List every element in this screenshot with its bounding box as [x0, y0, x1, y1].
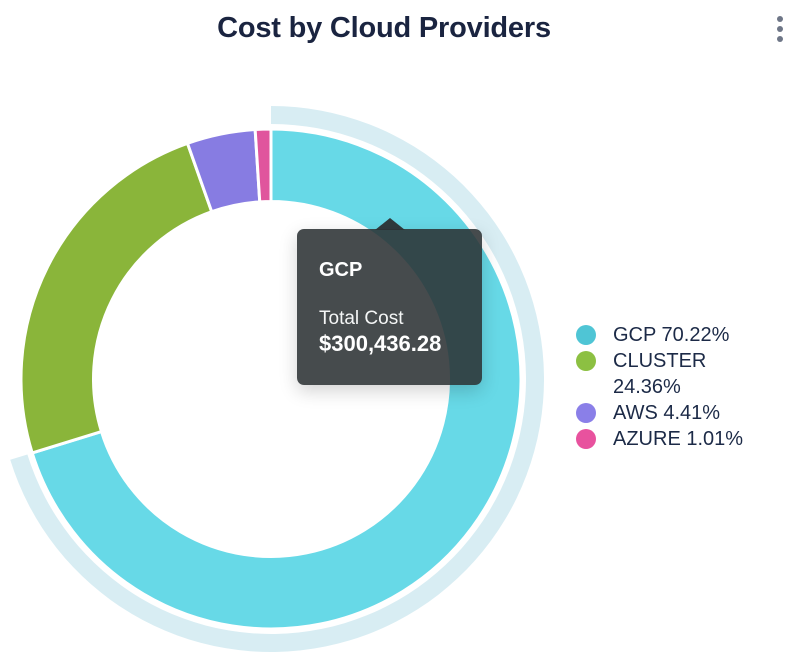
tooltip-series-name: GCP [319, 259, 363, 281]
chart-tooltip: GCP Total Cost $300,436.28 [297, 218, 482, 385]
chart-title: Cost by Cloud Providers [217, 12, 551, 44]
legend-label-cluster: CLUSTER 24.36% [613, 350, 707, 398]
legend-item-gcp[interactable]: GCP 70.22% [576, 322, 768, 348]
legend-label-aws: AWS 4.41% [613, 402, 721, 424]
slice-azure[interactable] [253, 127, 273, 204]
card-header: Cost by Cloud Providers [0, 0, 792, 60]
tooltip-metric-value: $300,436.28 [319, 331, 442, 356]
legend-item-azure[interactable]: AZURE 1.01% [576, 426, 768, 452]
tooltip-metric-label: Total Cost [319, 308, 404, 329]
legend-swatch-aws [576, 403, 596, 423]
slice-cluster[interactable] [19, 141, 214, 455]
legend-item-aws[interactable]: AWS 4.41% [576, 400, 768, 426]
legend-item-cluster[interactable]: CLUSTER 24.36% [576, 348, 768, 400]
legend-swatch-gcp [576, 325, 596, 345]
more-options-button[interactable] [768, 10, 792, 48]
legend-label-azure: AZURE 1.01% [613, 428, 744, 450]
legend-swatch-cluster [576, 351, 596, 371]
kebab-menu-icon [777, 26, 783, 32]
legend-swatch-azure [576, 429, 596, 449]
kebab-menu-icon [777, 16, 783, 22]
chart-legend: GCP 70.22% CLUSTER 24.36% AWS 4.41% AZURE 1… [576, 322, 768, 452]
legend-label-gcp: GCP 70.22% [613, 324, 730, 346]
kebab-menu-icon [777, 36, 783, 42]
